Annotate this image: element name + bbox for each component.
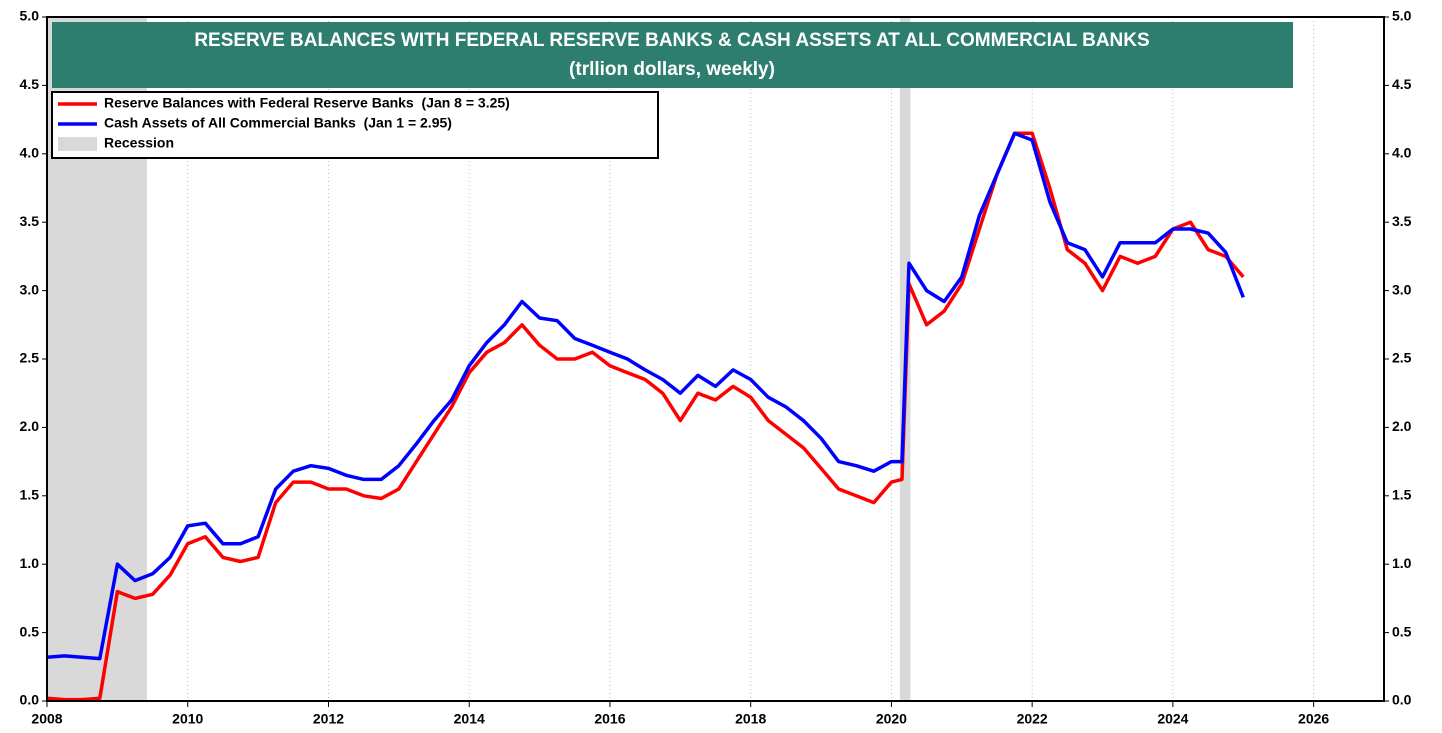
title-box bbox=[52, 22, 1293, 88]
y2-tick-label: 5.0 bbox=[1392, 8, 1412, 24]
y2-tick-label: 1.0 bbox=[1392, 555, 1412, 571]
y-tick-label: 0.0 bbox=[20, 692, 40, 708]
y2-tick-label: 4.5 bbox=[1392, 76, 1412, 92]
legend-label: Recession bbox=[104, 135, 174, 151]
chart-subtitle: (trllion dollars, weekly) bbox=[569, 59, 775, 80]
y2-tick-label: 0.0 bbox=[1392, 692, 1412, 708]
y2-tick-label: 3.5 bbox=[1392, 213, 1412, 229]
y2-tick-label: 2.0 bbox=[1392, 418, 1412, 434]
x-tick-label: 2020 bbox=[876, 711, 907, 727]
x-tick-label: 2022 bbox=[1017, 711, 1048, 727]
y-tick-label: 0.5 bbox=[20, 623, 40, 639]
series-line bbox=[46, 131, 1245, 702]
legend-swatch bbox=[58, 137, 97, 151]
y2-tick-label: 4.0 bbox=[1392, 145, 1412, 161]
y-tick-label: 2.0 bbox=[20, 418, 40, 434]
y2-tick-label: 3.0 bbox=[1392, 281, 1412, 297]
x-tick-label: 2026 bbox=[1298, 711, 1329, 727]
y-tick-label: 3.5 bbox=[20, 213, 40, 229]
y2-tick-label: 0.5 bbox=[1392, 623, 1412, 639]
y-tick-label: 4.5 bbox=[20, 76, 40, 92]
x-tick-label: 2018 bbox=[735, 711, 766, 727]
y-tick-label: 4.0 bbox=[20, 145, 40, 161]
y-tick-label: 2.5 bbox=[20, 350, 40, 366]
x-tick-label: 2014 bbox=[454, 711, 485, 727]
y-tick-label: 1.0 bbox=[20, 555, 40, 571]
x-tick-label: 2012 bbox=[313, 711, 344, 727]
y-tick-label: 5.0 bbox=[20, 8, 40, 24]
legend-box bbox=[51, 91, 659, 159]
series-line bbox=[46, 131, 1245, 661]
y-tick-label: 1.5 bbox=[20, 487, 40, 503]
legend-label: Cash Assets of All Commercial Banks (Jan… bbox=[104, 115, 452, 131]
x-tick-label: 2010 bbox=[172, 711, 203, 727]
x-tick-label: 2024 bbox=[1157, 711, 1188, 727]
y2-tick-label: 1.5 bbox=[1392, 487, 1412, 503]
x-tick-label: 2008 bbox=[31, 711, 62, 727]
y-tick-label: 3.0 bbox=[20, 281, 40, 297]
legend-label: Reserve Balances with Federal Reserve Ba… bbox=[104, 95, 510, 111]
y2-tick-label: 2.5 bbox=[1392, 350, 1412, 366]
chart-title: RESERVE BALANCES WITH FEDERAL RESERVE BA… bbox=[194, 30, 1149, 51]
x-tick-label: 2016 bbox=[594, 711, 625, 727]
plot-frame bbox=[46, 16, 1385, 702]
